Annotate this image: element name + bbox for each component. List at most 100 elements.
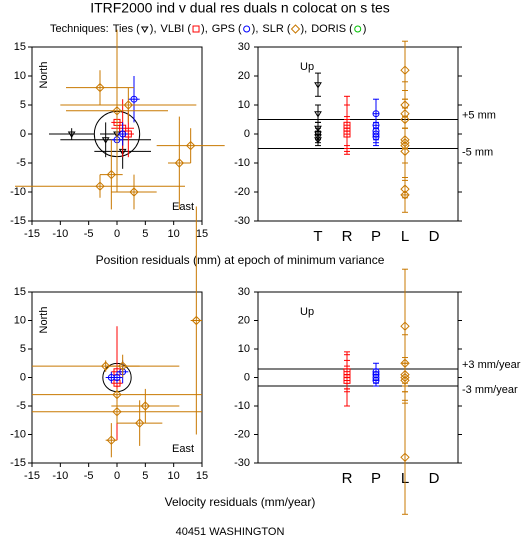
x-tick-label: 0 (114, 470, 120, 482)
y-tick-label: 10 (14, 314, 26, 326)
y-tick-label: -10 (234, 157, 250, 169)
y-tick-label: -30 (234, 215, 250, 227)
legend-paren: ) (150, 23, 154, 35)
y-tick-label: 30 (238, 41, 250, 53)
x-tick-label: 5 (142, 228, 148, 240)
y-tick-label: -10 (10, 186, 26, 198)
north-label: North (38, 62, 50, 89)
marker (343, 376, 351, 384)
legend-label: DORIS (311, 23, 346, 35)
x-tick-label: -5 (84, 228, 94, 240)
legend-paren: ) (252, 23, 256, 35)
marker (191, 315, 202, 326)
y-tick-label: 20 (238, 70, 250, 82)
reference-label: +5 mm (462, 109, 496, 121)
category-label: P (371, 470, 381, 487)
plot-frame (257, 46, 459, 222)
category-label: R (342, 228, 353, 245)
marker (112, 106, 122, 116)
legend-paren: ( (136, 23, 140, 35)
y-tick-label: 15 (14, 41, 26, 53)
category-label: R (342, 470, 353, 487)
y-tick-label: -15 (10, 215, 26, 227)
y-tick-label: -10 (234, 400, 250, 412)
x-tick-label: -10 (52, 470, 68, 482)
marker (100, 361, 111, 371)
x-tick-label: 10 (168, 470, 180, 482)
x-tick-label: -5 (84, 470, 94, 482)
east-label: East (172, 443, 194, 455)
marker (314, 82, 322, 89)
y-tick-label: 5 (20, 99, 26, 111)
up-label: Up (300, 61, 314, 73)
marker (106, 435, 117, 445)
y-tick-label: 10 (238, 343, 250, 355)
marker (343, 130, 351, 138)
marker (400, 190, 410, 200)
plot-frame (257, 291, 459, 464)
legend-separator: , (255, 23, 258, 35)
y-tick-label: -10 (10, 428, 26, 440)
marker (314, 137, 322, 144)
legend-prefix: Techniques: (50, 23, 109, 35)
reference-label: -5 mm (462, 146, 493, 158)
title: ITRF2000 ind v dual res duals n colocat … (90, 0, 390, 16)
y-tick-label: 0 (244, 128, 250, 140)
up-label: Up (300, 306, 314, 318)
y-tick-label: 15 (14, 286, 26, 298)
marker (101, 137, 110, 144)
legend-paren: ) (201, 23, 205, 35)
x-tick-label: 0 (114, 228, 120, 240)
marker (67, 131, 76, 138)
marker (372, 376, 380, 384)
y-tick-label: -15 (10, 457, 26, 469)
marker (314, 111, 322, 118)
y-tick-label: 0 (20, 128, 26, 140)
marker (107, 374, 115, 381)
y-tick-label: 20 (238, 314, 250, 326)
legend-paren: ( (349, 23, 353, 35)
category-label: T (313, 228, 322, 245)
reference-label: +3 mm/year (462, 359, 521, 371)
marker (400, 146, 410, 157)
marker (400, 452, 410, 463)
marker (243, 25, 251, 33)
legend-paren: ( (287, 23, 291, 35)
legend-separator: , (205, 23, 208, 35)
y-tick-label: 10 (238, 99, 250, 111)
footer: 40451 WASHINGTON (176, 526, 285, 538)
x-axis-label: Position residuals (mm) at epoch of mini… (96, 253, 385, 267)
marker (354, 25, 362, 33)
marker (400, 321, 410, 331)
marker (130, 95, 138, 103)
legend-paren: ) (363, 23, 367, 35)
category-label: L (401, 228, 409, 245)
legend-label: Ties (113, 23, 134, 35)
legend-separator: , (304, 23, 307, 35)
marker (400, 375, 410, 386)
marker (140, 401, 151, 411)
x-axis-label: Velocity residuals (mm/year) (165, 495, 316, 509)
reference-label: -3 mm/year (462, 384, 518, 396)
x-tick-label: 15 (196, 470, 208, 482)
marker (185, 140, 196, 151)
y-tick-label: -20 (234, 186, 250, 198)
y-tick-label: 5 (20, 343, 26, 355)
legend-separator: , (153, 23, 156, 35)
marker (112, 389, 122, 400)
marker (140, 26, 149, 33)
marker (117, 361, 128, 371)
legend-paren: ( (187, 23, 191, 35)
marker (372, 133, 380, 141)
x-tick-label: 10 (168, 228, 180, 240)
north-label: North (38, 307, 50, 334)
x-tick-label: 15 (196, 228, 208, 240)
y-tick-label: -20 (234, 428, 250, 440)
y-tick-label: -5 (16, 157, 26, 169)
y-tick-label: 30 (238, 286, 250, 298)
marker (106, 169, 117, 180)
legend-paren: ) (300, 23, 304, 35)
y-tick-label: 0 (244, 371, 250, 383)
east-label: East (172, 201, 194, 213)
